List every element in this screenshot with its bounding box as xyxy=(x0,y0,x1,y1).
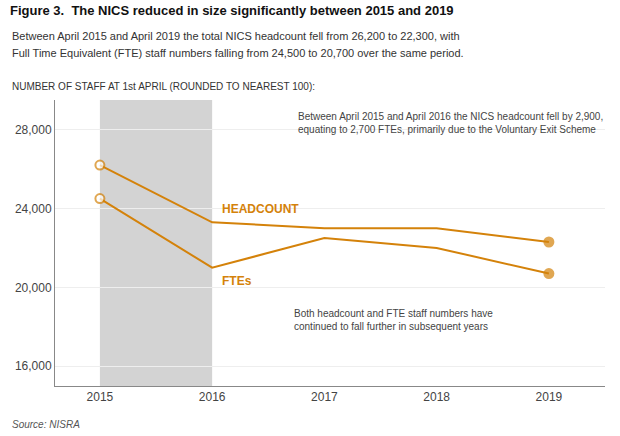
svg-text:HEADCOUNT: HEADCOUNT xyxy=(222,202,299,216)
svg-text:24,000: 24,000 xyxy=(15,202,52,216)
svg-text:16,000: 16,000 xyxy=(15,359,52,373)
svg-text:NUMBER OF STAFF AT 1st APRIL (: NUMBER OF STAFF AT 1st APRIL (ROUNDED TO… xyxy=(12,81,315,92)
svg-text:2018: 2018 xyxy=(423,390,450,404)
svg-text:Source: NISRA: Source: NISRA xyxy=(12,419,80,430)
svg-text:2017: 2017 xyxy=(311,390,338,404)
svg-text:28,000: 28,000 xyxy=(15,123,52,137)
svg-text:2015: 2015 xyxy=(87,390,114,404)
svg-text:2019: 2019 xyxy=(536,390,563,404)
svg-text:20,000: 20,000 xyxy=(15,281,52,295)
svg-text:FTEs: FTEs xyxy=(222,274,252,288)
svg-text:Between April 2015 and April 2: Between April 2015 and April 2016 the NI… xyxy=(298,111,603,135)
svg-text:Between April 2015 and April 2: Between April 2015 and April 2019 the to… xyxy=(12,30,460,42)
svg-text:Figure 3. The NICS reduced in: Figure 3. The NICS reduced in size signi… xyxy=(10,3,454,18)
svg-text:Both headcount and FTE staff n: Both headcount and FTE staff numbers hav… xyxy=(294,308,493,332)
svg-text:Full Time Equivalent (FTE) sta: Full Time Equivalent (FTE) staff numbers… xyxy=(12,47,464,59)
svg-text:2016: 2016 xyxy=(199,390,226,404)
